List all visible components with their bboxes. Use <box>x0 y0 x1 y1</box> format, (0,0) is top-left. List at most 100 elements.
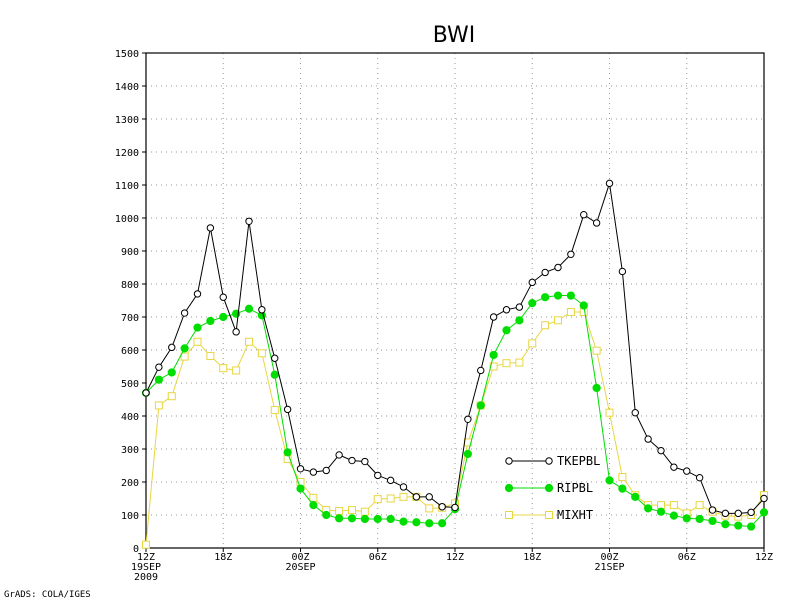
data-point-ripbl <box>244 304 254 313</box>
data-point-mixht <box>219 364 228 373</box>
data-point-tkepbl <box>258 306 266 314</box>
data-point-ripbl <box>708 516 717 526</box>
data-point-ripbl <box>721 520 730 529</box>
y-tick-label: 400 <box>121 412 139 423</box>
data-point-ripbl <box>322 510 331 520</box>
series-ripbl <box>141 291 769 531</box>
y-tick-label: 300 <box>121 445 139 456</box>
legend: TKEPBL RIPBL MIXHT <box>504 454 600 522</box>
y-tick-label: 1000 <box>115 214 139 225</box>
legend-label-mixht: MIXHT <box>557 508 593 522</box>
legend-item-tkepbl: TKEPBL <box>505 454 600 468</box>
data-point-tkepbl <box>683 467 691 475</box>
data-point-ripbl <box>412 518 421 527</box>
data-point-mixht <box>245 337 253 346</box>
data-point-ripbl <box>553 291 563 300</box>
data-point-ripbl <box>180 344 189 353</box>
data-point-tkepbl <box>283 405 292 414</box>
data-point-mixht <box>309 493 318 502</box>
data-point-mixht <box>360 507 369 516</box>
data-point-tkepbl <box>605 179 614 188</box>
data-point-tkepbl <box>554 263 562 272</box>
data-point-ripbl <box>502 326 511 335</box>
data-point-mixht <box>270 406 279 415</box>
data-point-tkepbl <box>580 211 588 219</box>
data-point-mixht <box>206 351 215 360</box>
data-point-mixht <box>180 352 189 361</box>
data-point-tkepbl <box>567 250 575 259</box>
data-point-tkepbl <box>155 363 163 371</box>
data-point-tkepbl <box>142 389 150 397</box>
data-point-mixht <box>515 358 524 367</box>
y-tick-label: 1500 <box>115 49 139 60</box>
data-point-ripbl <box>296 484 305 493</box>
legend-marker-ripbl <box>544 483 554 493</box>
y-tick-label: 1300 <box>115 115 139 126</box>
data-point-tkepbl <box>232 328 240 336</box>
data-point-ripbl <box>206 316 215 326</box>
data-point-ripbl <box>656 507 666 516</box>
data-point-ripbl <box>747 522 756 531</box>
axes: 0 100 200 300 400 500 600 700 800 900 1000 1100 1200… <box>115 49 773 583</box>
data-point-ripbl <box>154 375 163 384</box>
legend-item-ripbl: RIPBL <box>504 481 593 495</box>
data-point-tkepbl <box>670 463 678 471</box>
x-tick-label: 00Z <box>291 552 309 563</box>
x-tick-label: 00Z <box>600 552 618 563</box>
data-point-tkepbl <box>245 217 253 226</box>
plot-frame <box>145 52 765 549</box>
data-point-ripbl <box>528 299 537 308</box>
data-point-mixht <box>566 308 575 317</box>
x-tick-label: 20SEP <box>285 562 315 573</box>
x-tick-label: 19SEP <box>131 562 161 573</box>
data-point-ripbl <box>515 316 524 325</box>
data-point-mixht <box>618 473 627 482</box>
data-point-mixht <box>579 308 588 317</box>
data-point-ripbl <box>695 514 704 524</box>
data-point-mixht <box>528 339 537 348</box>
data-point-tkepbl <box>541 268 549 277</box>
data-point-tkepbl <box>296 465 305 473</box>
data-point-tkepbl <box>438 503 446 511</box>
data-point-tkepbl <box>747 508 755 517</box>
data-point-ripbl <box>476 401 485 410</box>
data-point-ripbl <box>283 448 292 457</box>
x-tick-label: 12Z <box>137 552 155 563</box>
data-point-ripbl <box>734 521 743 530</box>
series-tkepbl <box>142 179 768 518</box>
data-point-ripbl <box>592 383 601 393</box>
data-point-tkepbl <box>219 293 227 301</box>
data-point-tkepbl <box>477 366 485 375</box>
data-point-tkepbl <box>760 494 768 503</box>
legend-marker-mixht <box>505 511 513 519</box>
legend-marker-mixht <box>545 511 553 519</box>
data-point-mixht <box>154 401 163 410</box>
data-point-ripbl <box>167 368 176 377</box>
legend-item-mixht: MIXHT <box>505 508 593 522</box>
data-point-tkepbl <box>515 303 524 311</box>
series-group <box>141 179 769 549</box>
data-point-tkepbl <box>180 309 189 317</box>
data-point-tkepbl <box>695 474 704 482</box>
data-point-ripbl <box>399 517 408 526</box>
data-point-tkepbl <box>374 471 382 480</box>
credit-text: GrADS: COLA/IGES <box>4 590 91 600</box>
data-point-tkepbl <box>348 456 356 465</box>
data-point-tkepbl <box>193 290 202 298</box>
y-tick-label: 800 <box>121 280 139 291</box>
data-point-ripbl <box>270 370 279 379</box>
data-point-ripbl <box>631 492 640 501</box>
data-point-tkepbl <box>335 451 343 459</box>
data-point-tkepbl <box>592 219 601 227</box>
data-point-mixht <box>554 316 562 325</box>
y-tick-label: 100 <box>121 511 139 522</box>
legend-label-ripbl: RIPBL <box>557 481 593 495</box>
data-point-tkepbl <box>734 509 742 518</box>
y-tick-label: 900 <box>121 247 139 258</box>
data-point-ripbl <box>644 504 653 513</box>
data-point-mixht <box>335 507 344 516</box>
x-tick-label: 12Z <box>755 552 773 563</box>
data-point-tkepbl <box>657 446 665 455</box>
